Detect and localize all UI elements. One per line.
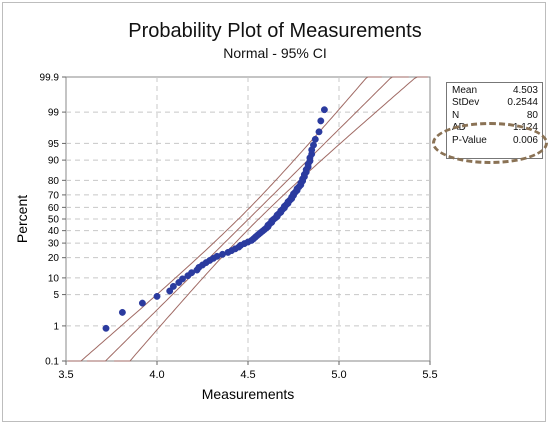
data-point xyxy=(179,275,186,283)
data-point xyxy=(166,287,174,295)
ci-band-lower xyxy=(114,76,428,362)
data-point xyxy=(310,141,317,149)
data-point xyxy=(153,292,161,300)
data-point xyxy=(320,106,328,114)
y-tick-label: 30 xyxy=(48,239,60,250)
y-tick-label: 70 xyxy=(48,190,60,201)
y-tick-label: 1 xyxy=(53,321,59,332)
y-tick-label: 60 xyxy=(48,203,60,214)
y-tick-label: 99.9 xyxy=(40,73,60,84)
y-tick-label: 0.1 xyxy=(45,357,59,368)
x-tick-label: 4.0 xyxy=(149,369,164,381)
data-point xyxy=(138,299,146,307)
y-axis-label: Percent xyxy=(14,195,30,243)
stats-value: 0.2544 xyxy=(507,97,538,109)
stats-row: Mean 4.503 xyxy=(452,85,538,97)
data-point xyxy=(102,324,110,332)
data-point xyxy=(169,282,177,290)
y-tick-label: 10 xyxy=(48,273,60,284)
stats-label: Mean xyxy=(452,85,478,96)
x-axis-label: Measurements xyxy=(202,386,295,402)
fit-line xyxy=(86,76,409,362)
chart-frame xyxy=(2,2,546,422)
stats-value: 4.503 xyxy=(512,85,538,96)
data-point xyxy=(118,308,126,316)
x-tick-label: 5.0 xyxy=(331,369,346,381)
y-tick-label: 40 xyxy=(48,226,60,237)
y-tick-label: 95 xyxy=(48,139,60,150)
y-tick-label: 5 xyxy=(53,290,59,301)
x-tick-label: 3.5 xyxy=(58,369,73,381)
chart-subtitle: Normal - 95% CI xyxy=(223,45,327,61)
y-tick-label: 20 xyxy=(48,253,60,264)
stats-row: N 80 xyxy=(452,110,538,122)
stats-label: StDev xyxy=(452,97,480,109)
y-tick-label: 99 xyxy=(48,108,60,119)
data-point xyxy=(317,117,325,125)
data-point xyxy=(188,269,196,277)
chart-title: Probability Plot of Measurements xyxy=(128,20,422,42)
ci-band-upper xyxy=(67,76,382,362)
highlight-ellipse xyxy=(432,122,548,164)
y-tick-label: 90 xyxy=(48,156,60,167)
y-tick-label: 50 xyxy=(48,215,60,226)
y-tick-label: 80 xyxy=(48,176,60,187)
stats-label: N xyxy=(452,109,460,121)
stats-value: 80 xyxy=(526,109,538,121)
x-tick-label: 4.5 xyxy=(240,369,255,381)
data-point xyxy=(311,135,319,143)
x-tick-label: 5.5 xyxy=(422,369,437,381)
stats-row: StDev 0.2544 xyxy=(452,97,538,109)
data-point xyxy=(315,128,323,136)
